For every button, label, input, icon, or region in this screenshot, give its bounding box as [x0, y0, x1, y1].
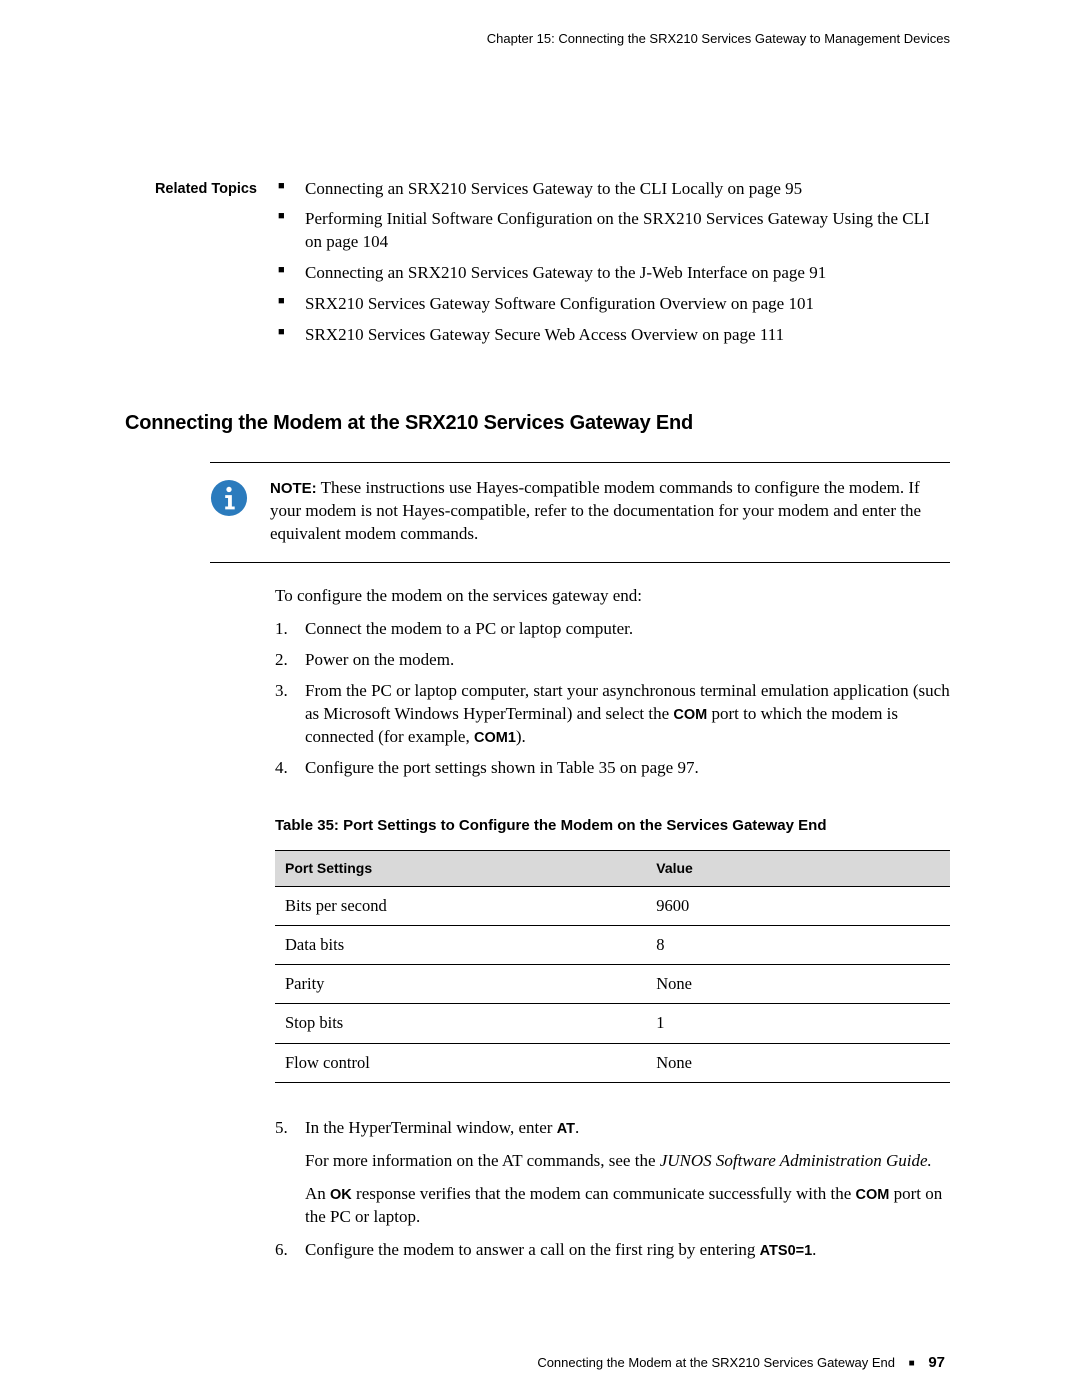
- table-header: Value: [646, 850, 950, 886]
- table-caption: Table 35: Port Settings to Configure the…: [275, 816, 950, 836]
- at-command: AT: [557, 1121, 575, 1137]
- step-item: Configure the modem to answer a call on …: [275, 1239, 950, 1262]
- page-number: 97: [928, 1354, 945, 1371]
- body-content: To configure the modem on the services g…: [275, 585, 950, 1262]
- table-row: Bits per second9600: [275, 886, 950, 925]
- table-cell: Parity: [275, 965, 646, 1004]
- chapter-header: Chapter 15: Connecting the SRX210 Servic…: [135, 30, 950, 48]
- section-heading: Connecting the Modem at the SRX210 Servi…: [125, 410, 950, 437]
- related-item: Connecting an SRX210 Services Gateway to…: [275, 262, 950, 285]
- table-cell: Stop bits: [275, 1004, 646, 1043]
- step-text: An: [305, 1184, 330, 1203]
- table-row: ParityNone: [275, 965, 950, 1004]
- com1-label: COM1: [474, 730, 516, 746]
- note-text: NOTE: These instructions use Hayes-compa…: [270, 477, 950, 546]
- ok-label: OK: [330, 1187, 352, 1203]
- step-text: response verifies that the modem can com…: [352, 1184, 856, 1203]
- table-cell: 9600: [646, 886, 950, 925]
- info-icon: [210, 479, 248, 517]
- com-label: COM: [856, 1187, 890, 1203]
- table-cell: Flow control: [275, 1043, 646, 1082]
- related-item: Connecting an SRX210 Services Gateway to…: [275, 178, 950, 201]
- com-label: COM: [673, 707, 707, 723]
- step-text: .: [575, 1118, 579, 1137]
- step-text: In the HyperTerminal window, enter: [305, 1118, 557, 1137]
- table-header-row: Port Settings Value: [275, 850, 950, 886]
- step-item: From the PC or laptop computer, start yo…: [275, 680, 950, 749]
- page-footer: Connecting the Modem at the SRX210 Servi…: [537, 1353, 945, 1373]
- step-text: Configure the modem to answer a call on …: [305, 1240, 760, 1259]
- guide-title: JUNOS Software Administration Guide.: [660, 1151, 932, 1170]
- related-item: SRX210 Services Gateway Software Configu…: [275, 293, 950, 316]
- step-item: Connect the modem to a PC or laptop comp…: [275, 618, 950, 641]
- step-text: For more information on the AT commands,…: [305, 1151, 660, 1170]
- related-topics-block: Related Topics Connecting an SRX210 Serv…: [135, 178, 950, 356]
- footer-text: Connecting the Modem at the SRX210 Servi…: [537, 1355, 895, 1370]
- table-cell: 1: [646, 1004, 950, 1043]
- table-row: Flow controlNone: [275, 1043, 950, 1082]
- related-topics-label: Related Topics: [135, 178, 275, 200]
- table-cell: Bits per second: [275, 886, 646, 925]
- table-cell: 8: [646, 925, 950, 964]
- step-item: Configure the port settings shown in Tab…: [275, 757, 950, 780]
- table-cell: None: [646, 1043, 950, 1082]
- note-block: NOTE: These instructions use Hayes-compa…: [210, 462, 950, 563]
- ats0-command: ATS0=1: [760, 1243, 813, 1259]
- related-topics-list: Connecting an SRX210 Services Gateway to…: [275, 178, 950, 356]
- related-item: Performing Initial Software Configuratio…: [275, 208, 950, 254]
- step-item: Power on the modem.: [275, 649, 950, 672]
- table-row: Stop bits1: [275, 1004, 950, 1043]
- note-label: NOTE:: [270, 480, 317, 497]
- step-item: In the HyperTerminal window, enter AT. F…: [275, 1117, 950, 1229]
- footer-separator-icon: ■: [909, 1358, 915, 1369]
- table-cell: None: [646, 965, 950, 1004]
- step-text: ).: [516, 727, 526, 746]
- note-body: These instructions use Hayes-compatible …: [270, 478, 921, 543]
- table-cell: Data bits: [275, 925, 646, 964]
- related-item: SRX210 Services Gateway Secure Web Acces…: [275, 324, 950, 347]
- intro-text: To configure the modem on the services g…: [275, 585, 950, 608]
- port-settings-table: Port Settings Value Bits per second9600 …: [275, 850, 950, 1083]
- table-header: Port Settings: [275, 850, 646, 886]
- table-row: Data bits8: [275, 925, 950, 964]
- step-text: .: [812, 1240, 816, 1259]
